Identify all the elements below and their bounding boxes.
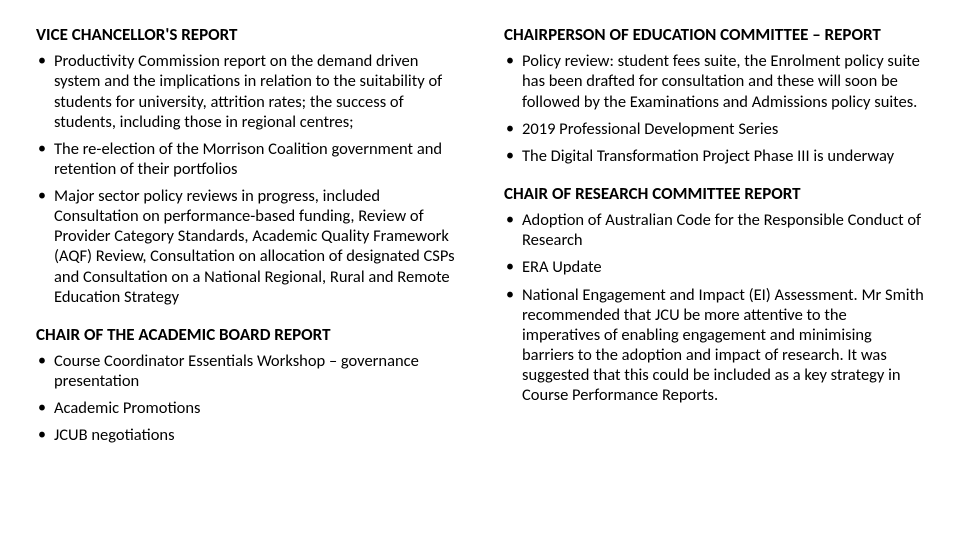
list-item: Productivity Commission report on the de… [36,51,456,132]
bullet-list: Course Coordinator Essentials Workshop –… [36,351,456,453]
right-column: CHAIRPERSON OF EDUCATION COMMITTEE – REP… [504,20,924,520]
list-item: National Engagement and Impact (EI) Asse… [504,285,924,406]
section-heading: VICE CHANCELLOR'S REPORT [36,24,456,45]
section-heading: CHAIRPERSON OF EDUCATION COMMITTEE – REP… [504,24,924,45]
left-column: VICE CHANCELLOR'S REPORT Productivity Co… [36,20,456,520]
bullet-list: Policy review: student fees suite, the E… [504,51,924,173]
list-item: 2019 Professional Development Series [504,119,924,139]
bullet-list: Productivity Commission report on the de… [36,51,456,314]
section-heading: CHAIR OF RESEARCH COMMITTEE REPORT [504,183,924,204]
list-item: Academic Promotions [36,398,456,418]
list-item: JCUB negotiations [36,425,456,445]
list-item: ERA Update [504,257,924,277]
list-item: The re-election of the Morrison Coalitio… [36,139,456,179]
list-item: Major sector policy reviews in progress,… [36,186,456,307]
list-item: Adoption of Australian Code for the Resp… [504,210,924,250]
bullet-list: Adoption of Australian Code for the Resp… [504,210,924,412]
section-heading: CHAIR OF THE ACADEMIC BOARD REPORT [36,324,456,345]
list-item: Course Coordinator Essentials Workshop –… [36,351,456,391]
list-item: The Digital Transformation Project Phase… [504,146,924,166]
list-item: Policy review: student fees suite, the E… [504,51,924,111]
